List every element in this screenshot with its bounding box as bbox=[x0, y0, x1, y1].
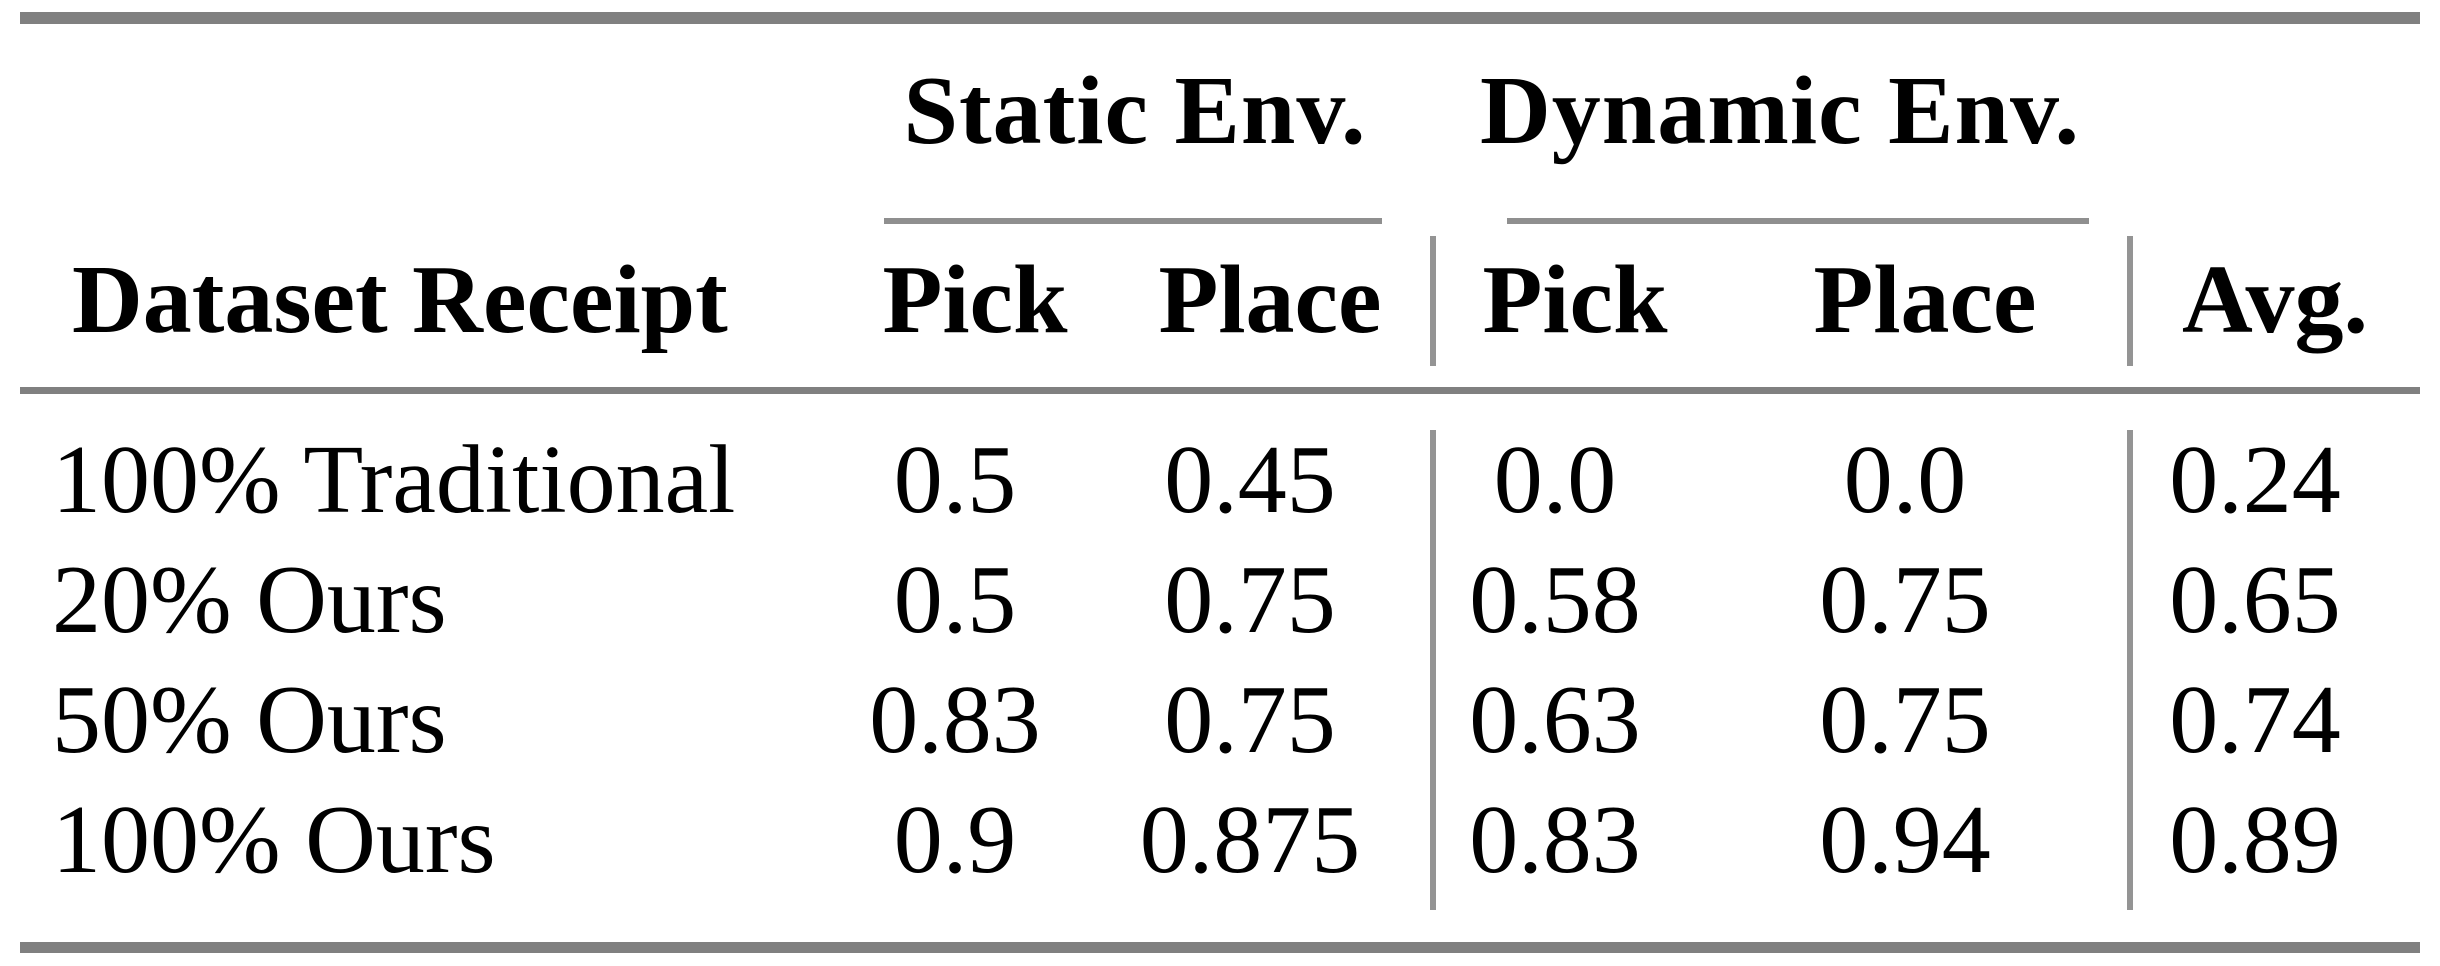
value-cell-dynamic-place: 0.94 bbox=[1819, 786, 1991, 894]
column-separator-static-dynamic-header bbox=[1430, 236, 1436, 366]
table-row: 50% Ours 0.83 0.75 0.63 0.75 0.74 bbox=[0, 660, 2400, 780]
value-cell-static-pick: 0.83 bbox=[869, 666, 1041, 774]
table-body: 100% Traditional 0.5 0.45 0.0 0.0 0.24 2… bbox=[0, 420, 2440, 900]
column-header-dataset-receipt: Dataset Receipt bbox=[72, 245, 728, 354]
value-cell-dynamic-place: 0.0 bbox=[1843, 426, 1967, 534]
row-label-cell: 100% Ours bbox=[52, 786, 496, 894]
table-row: 20% Ours 0.5 0.75 0.58 0.75 0.65 bbox=[0, 540, 2400, 660]
value-cell-avg: 0.24 bbox=[2169, 426, 2341, 534]
dynamic-env-cmidrule bbox=[1507, 218, 2089, 224]
column-separator-dynamic-avg-header bbox=[2127, 236, 2133, 366]
table-top-rule bbox=[20, 12, 2420, 24]
column-separator-dynamic-avg-body bbox=[2127, 430, 2133, 910]
table-row: 100% Traditional 0.5 0.45 0.0 0.0 0.24 bbox=[0, 420, 2400, 540]
value-cell-dynamic-place: 0.75 bbox=[1819, 546, 1991, 654]
column-separator-static-dynamic-body bbox=[1430, 430, 1436, 910]
column-header-static-place: Place bbox=[1158, 245, 1382, 354]
group-header-row: Static Env. Dynamic Env. bbox=[0, 28, 2440, 193]
value-cell-dynamic-pick: 0.63 bbox=[1469, 666, 1641, 774]
row-label-cell: 100% Traditional bbox=[52, 426, 736, 534]
value-cell-avg: 0.89 bbox=[2169, 786, 2341, 894]
value-cell-dynamic-pick: 0.0 bbox=[1493, 426, 1617, 534]
value-cell-static-pick: 0.5 bbox=[893, 426, 1017, 534]
static-env-cmidrule bbox=[884, 218, 1382, 224]
value-cell-static-place: 0.75 bbox=[1164, 666, 1336, 774]
column-header-row: Dataset Receipt Pick Place Pick Place Av… bbox=[20, 212, 2420, 387]
group-header-dynamic-env: Dynamic Env. bbox=[1479, 56, 2081, 165]
value-cell-dynamic-place: 0.75 bbox=[1819, 666, 1991, 774]
row-label-cell: 50% Ours bbox=[52, 666, 447, 774]
value-cell-static-place: 0.875 bbox=[1139, 786, 1361, 894]
value-cell-static-place: 0.45 bbox=[1164, 426, 1336, 534]
value-cell-static-pick: 0.5 bbox=[893, 546, 1017, 654]
value-cell-avg: 0.74 bbox=[2169, 666, 2341, 774]
value-cell-avg: 0.65 bbox=[2169, 546, 2341, 654]
table-row: 100% Ours 0.9 0.875 0.83 0.94 0.89 bbox=[0, 780, 2400, 900]
table-header-rule bbox=[20, 387, 2420, 394]
column-header-avg: Avg. bbox=[2182, 245, 2368, 354]
value-cell-dynamic-pick: 0.58 bbox=[1469, 546, 1641, 654]
value-cell-static-place: 0.75 bbox=[1164, 546, 1336, 654]
value-cell-dynamic-pick: 0.83 bbox=[1469, 786, 1641, 894]
column-header-dynamic-pick: Pick bbox=[1482, 245, 1668, 354]
group-header-static-env: Static Env. bbox=[903, 56, 1367, 165]
column-header-static-pick: Pick bbox=[882, 245, 1068, 354]
value-cell-static-pick: 0.9 bbox=[893, 786, 1017, 894]
column-header-dynamic-place: Place bbox=[1813, 245, 2037, 354]
row-label-cell: 20% Ours bbox=[52, 546, 447, 654]
table-bottom-rule bbox=[20, 942, 2420, 953]
